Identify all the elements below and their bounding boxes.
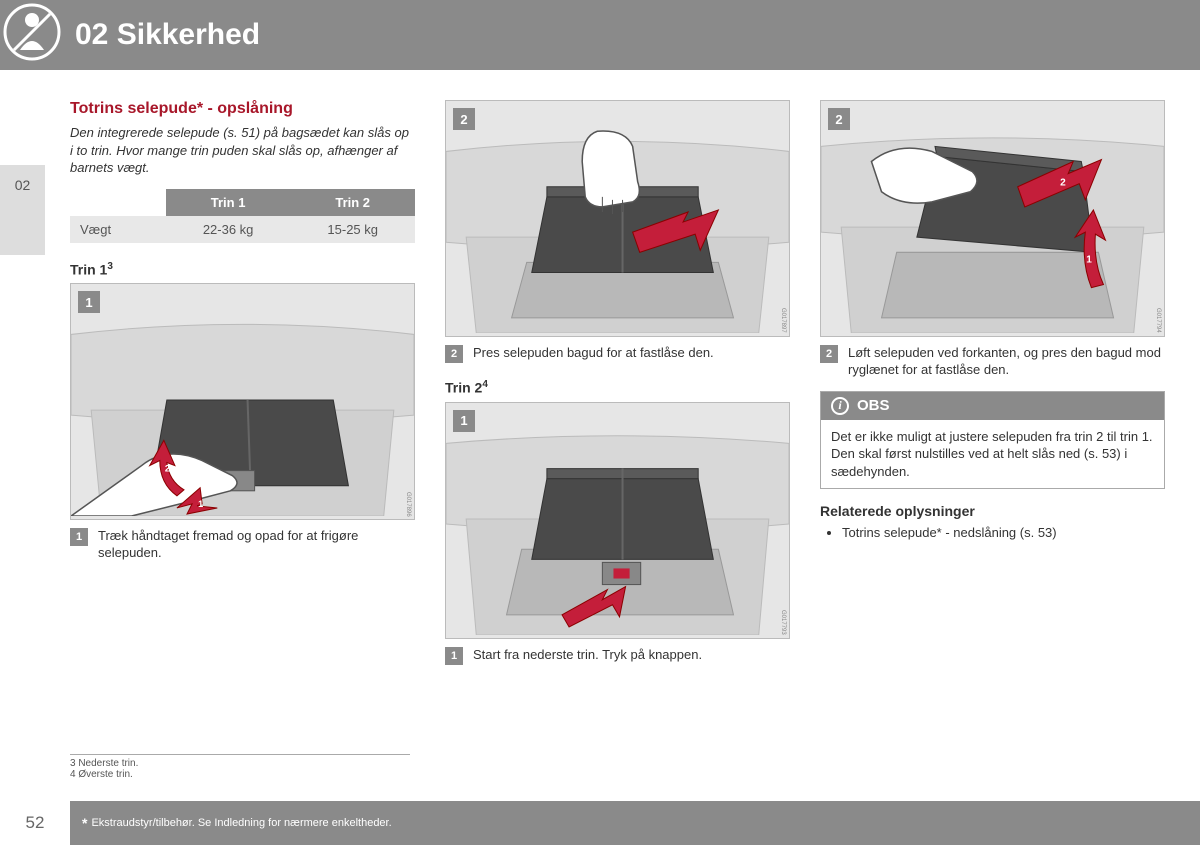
svg-text:2: 2: [165, 464, 170, 474]
side-tab: 02: [0, 165, 45, 255]
instruction-4: 2 Løft selepuden ved forkanten, og pres …: [820, 345, 1165, 379]
step1-sup: 3: [107, 261, 113, 272]
obs-title: OBS: [857, 397, 890, 414]
table-row-val1: 22-36 kg: [166, 216, 291, 243]
step2-label: Trin 24: [445, 379, 790, 396]
footnotes: 3 Nederste trin. 4 Øverste trin.: [70, 754, 410, 780]
column-2: 2 G017897 2: [445, 100, 790, 677]
svg-text:2: 2: [1060, 178, 1066, 189]
footnote-4: 4 Øverste trin.: [70, 769, 410, 780]
table-row-val2: 15-25 kg: [290, 216, 415, 243]
seatbelt-prohibition-icon: [2, 2, 62, 62]
illustration-3: 1 G017793: [445, 402, 790, 639]
page-number: 52: [0, 813, 70, 833]
chapter-number: 02: [75, 18, 108, 52]
footnote-3: 3 Nederste trin.: [70, 758, 410, 769]
weight-table: Trin 1 Trin 2 Vægt 22-36 kg 15-25 kg: [70, 189, 415, 243]
obs-note: i OBS Det er ikke muligt at justere sele…: [820, 391, 1165, 490]
table-header-empty: [70, 189, 166, 216]
obs-body: Det er ikke muligt at justere selepuden …: [821, 420, 1164, 489]
obs-header: i OBS: [821, 392, 1164, 420]
illus-code: G017896: [405, 492, 411, 517]
content-area: Totrins selepude* - opslåning Den integr…: [0, 70, 1200, 677]
instruction-text: Pres selepuden bagud for at fastlåse den…: [473, 345, 714, 363]
illus-step-badge: 2: [828, 108, 850, 130]
table-row-label: Vægt: [70, 216, 166, 243]
related-item: Totrins selepude* - nedslåning (s. 53): [842, 525, 1165, 540]
instruction-badge: 1: [70, 528, 88, 546]
instruction-text: Løft selepuden ved forkanten, og pres de…: [848, 345, 1165, 379]
illustration-4: 2 G017794 1 2: [820, 100, 1165, 337]
step1-label-text: Trin 1: [70, 261, 107, 277]
column-1: Totrins selepude* - opslåning Den integr…: [70, 100, 415, 677]
instruction-text: Træk håndtaget fremad og opad for at fri…: [98, 528, 415, 562]
illustration-1: 1 G017896 2 1: [70, 283, 415, 520]
intro-text: Den integrerede selepude (s. 51) på bags…: [70, 124, 415, 177]
instruction-badge: 2: [820, 345, 838, 363]
page-footer: 52 * Ekstraudstyr/tilbehør. Se Indlednin…: [0, 801, 1200, 845]
instruction-badge: 2: [445, 345, 463, 363]
step2-label-text: Trin 2: [445, 380, 482, 396]
illus-code: G017897: [780, 308, 786, 333]
instruction-3: 1 Start fra nederste trin. Tryk på knapp…: [445, 647, 790, 665]
related-info-title: Relaterede oplysninger: [820, 503, 1165, 519]
svg-text:1: 1: [1086, 254, 1092, 265]
info-icon: i: [831, 397, 849, 415]
illus-step-badge: 2: [453, 108, 475, 130]
section-title: Totrins selepude* - opslåning: [70, 100, 415, 118]
footer-text: Ekstraudstyr/tilbehør. Se Indledning for…: [91, 817, 391, 829]
instruction-2: 2 Pres selepuden bagud for at fastlåse d…: [445, 345, 790, 363]
step2-sup: 4: [482, 379, 488, 390]
instruction-text: Start fra nederste trin. Tryk på knappen…: [473, 647, 702, 665]
footer-asterisk: *: [82, 815, 87, 831]
instruction-1: 1 Træk håndtaget fremad og opad for at f…: [70, 528, 415, 562]
chapter-header: 02 Sikkerhed: [0, 0, 1200, 70]
illus-step-badge: 1: [78, 291, 100, 313]
related-info-list: Totrins selepude* - nedslåning (s. 53): [820, 525, 1165, 540]
table-header-trin1: Trin 1: [166, 189, 291, 216]
side-tab-label: 02: [15, 177, 31, 193]
step1-label: Trin 13: [70, 261, 415, 278]
column-3: 2 G017794 1 2: [820, 100, 1165, 677]
chapter-title: Sikkerhed: [117, 18, 260, 52]
illus-code: G017793: [780, 610, 786, 635]
footer-bar: * Ekstraudstyr/tilbehør. Se Indledning f…: [70, 801, 1200, 845]
illus-step-badge: 1: [453, 410, 475, 432]
svg-text:1: 1: [198, 499, 203, 509]
table-header-trin2: Trin 2: [290, 189, 415, 216]
illus-code: G017794: [1155, 308, 1161, 333]
instruction-badge: 1: [445, 647, 463, 665]
illustration-2: 2 G017897: [445, 100, 790, 337]
